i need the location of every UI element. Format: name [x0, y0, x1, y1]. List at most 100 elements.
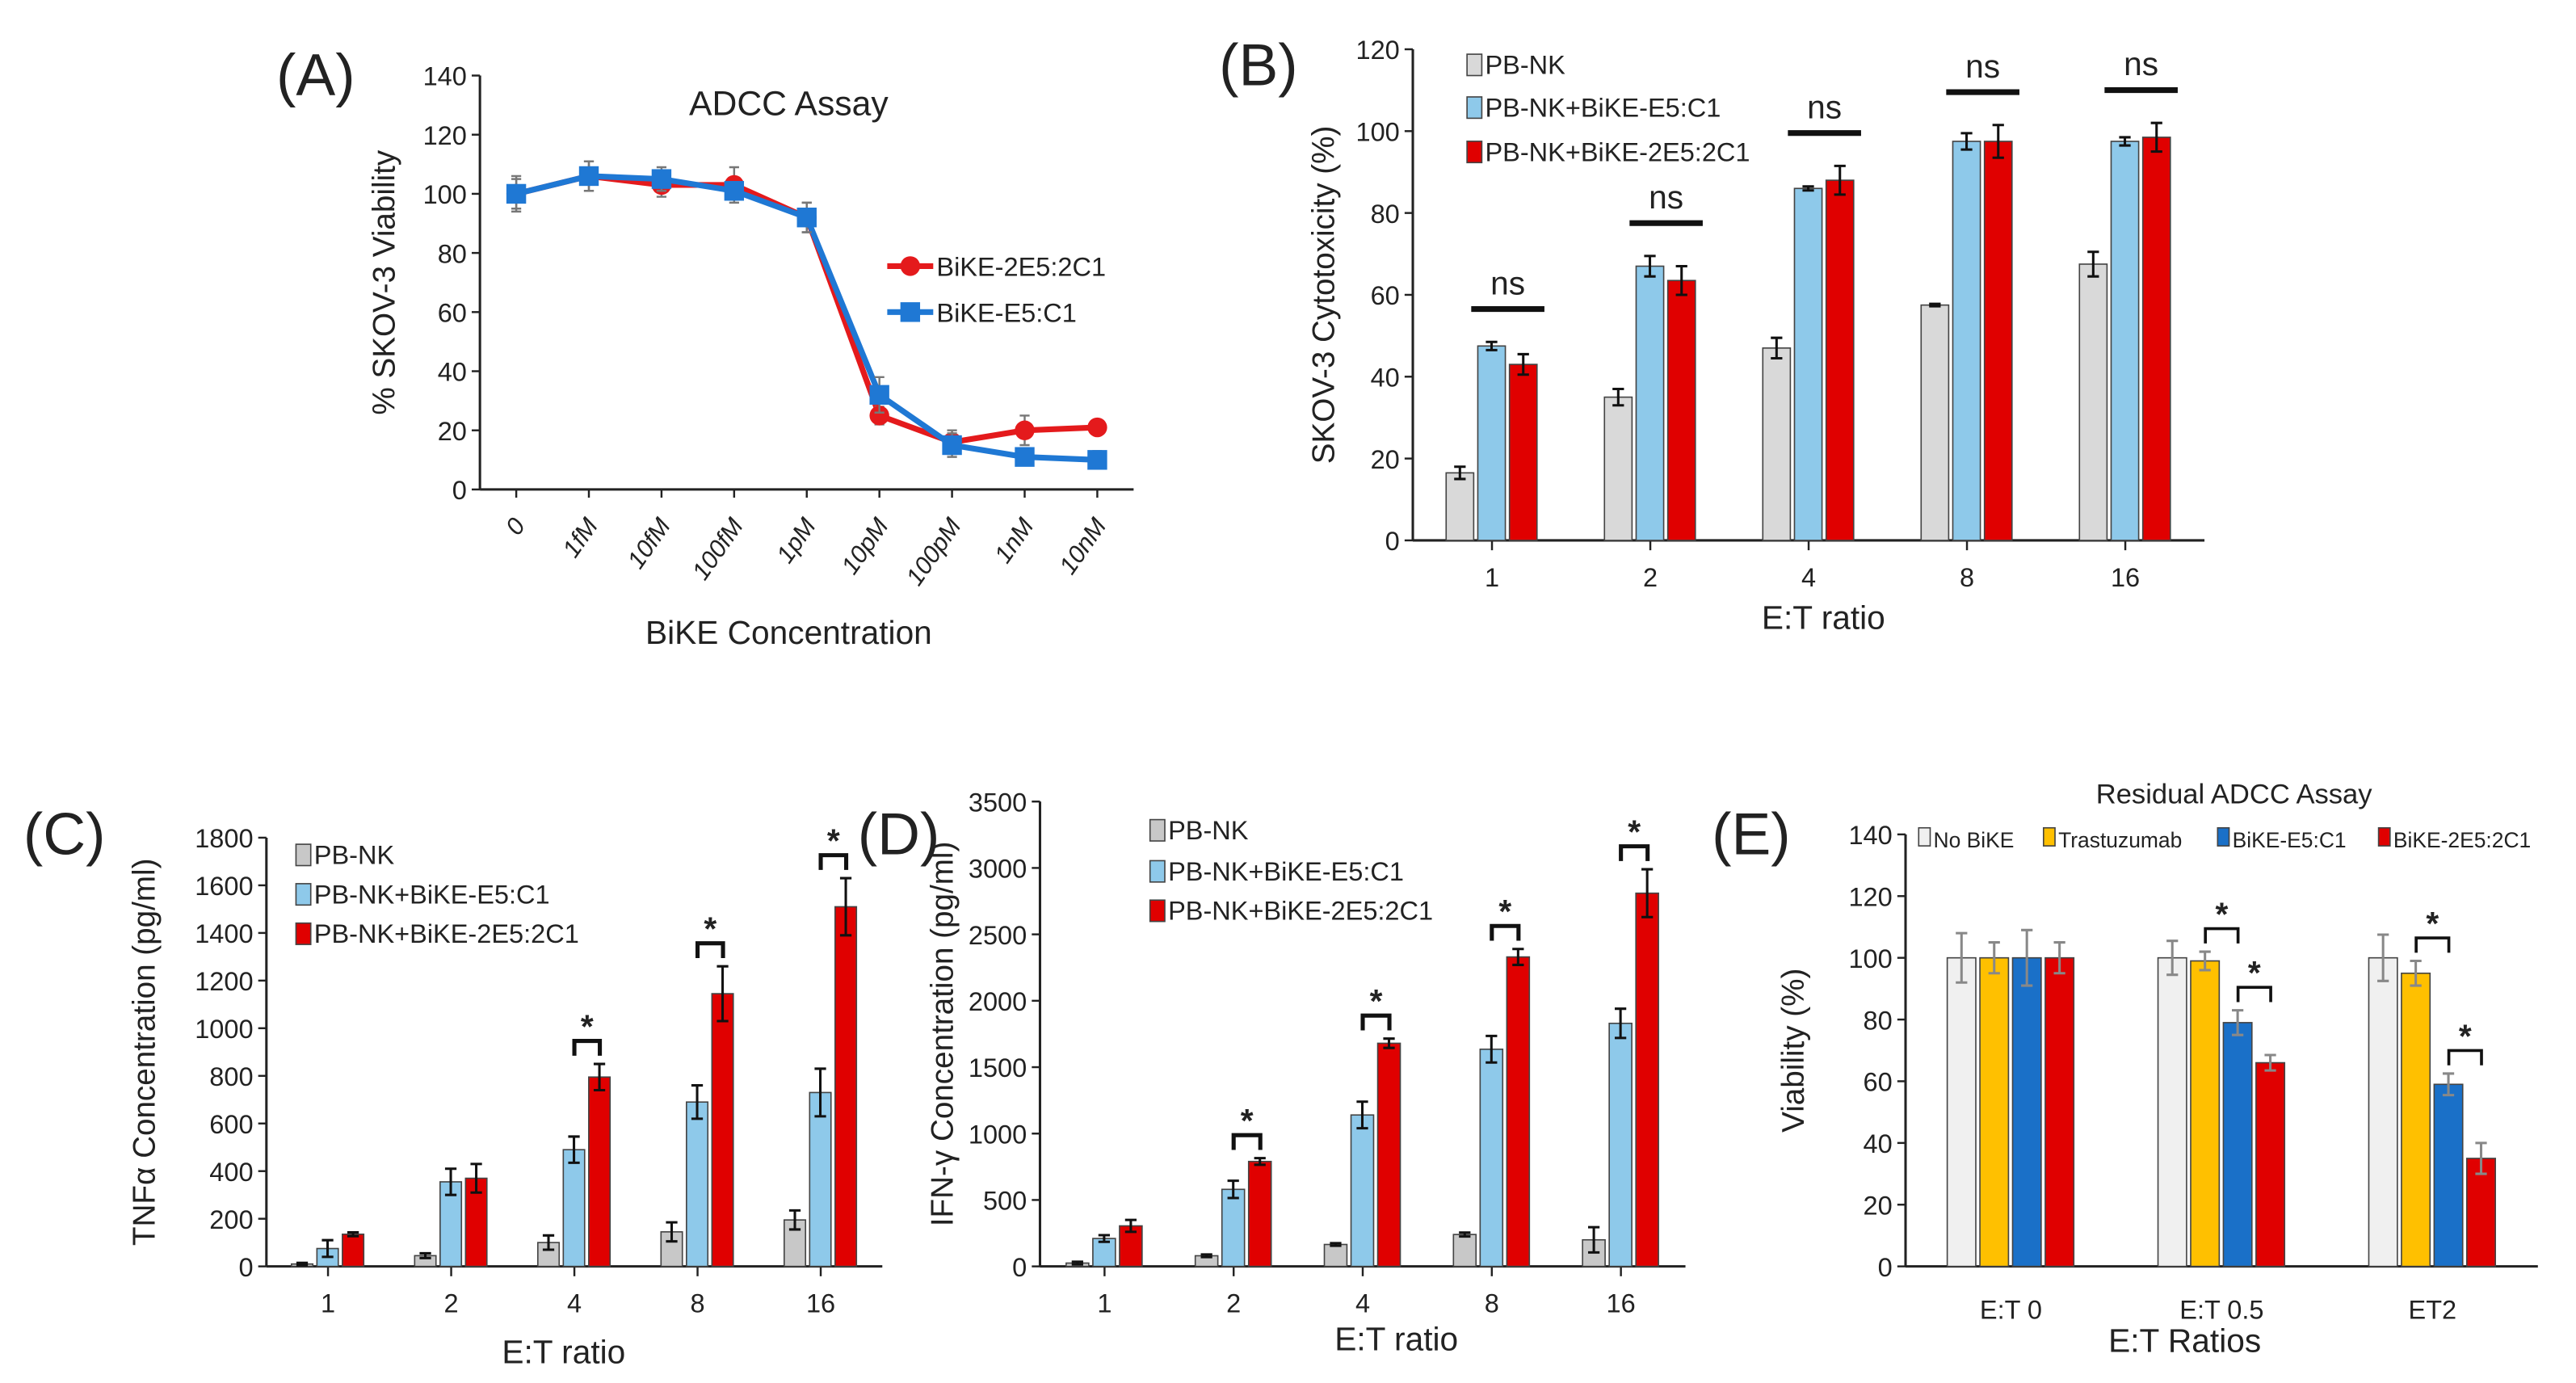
significance-annotation: ns	[2104, 45, 2178, 94]
legend-item: Trastuzumab	[2042, 826, 2182, 852]
error-bar	[1641, 868, 1654, 918]
series-2	[1119, 868, 1659, 1267]
significance-bracket	[1619, 844, 1650, 861]
x-tick-label: 0	[500, 513, 531, 540]
error-bar	[2166, 940, 2179, 977]
legend-marker	[900, 256, 921, 276]
legend-item: PB-NK	[1466, 50, 1565, 79]
legend-swatch	[2377, 826, 2391, 847]
significance-annotation: *	[572, 1008, 603, 1056]
y-axis-label: IFN-γ Concentration (pg/ml)	[926, 842, 960, 1227]
y-tick-label: 120	[1355, 36, 1399, 65]
bar	[1635, 265, 1665, 541]
bar	[1323, 1243, 1348, 1267]
bar	[2110, 141, 2140, 541]
x-tick-label: E:T 0.5	[2179, 1296, 2263, 1325]
y-tick-label: 200	[209, 1205, 253, 1234]
error-bar	[2377, 933, 2389, 982]
y-tick-label: 60	[438, 299, 467, 328]
x-axis-label: E:T Ratios	[2108, 1322, 2261, 1359]
series-1	[1092, 1007, 1633, 1267]
legend-item: PB-NK+BiKE-2E5:2C1	[1149, 897, 1433, 926]
legend-label: Trastuzumab	[2058, 828, 2182, 852]
data-point	[651, 169, 672, 189]
error-bar	[1517, 352, 1529, 376]
y-tick-label: 140	[423, 62, 467, 91]
y-axis-label: SKOV-3 Cytotoxicity (%)	[1306, 126, 1341, 465]
y-tick-label: 400	[209, 1158, 253, 1187]
error-bar	[814, 1067, 826, 1118]
error-bar	[1098, 1234, 1110, 1243]
bar	[1952, 141, 1981, 541]
error-bar	[1330, 1242, 1342, 1247]
legend-item: PB-NK	[295, 840, 394, 869]
legend-item: No BiKE	[1918, 826, 2014, 852]
y-tick-label: 140	[1848, 821, 1892, 850]
significance-annotation: *	[1360, 982, 1392, 1031]
error-bar	[666, 1221, 678, 1243]
x-tick-label: 2	[1643, 563, 1658, 592]
y-tick-label: 1000	[969, 1120, 1027, 1149]
significance-label: *	[2426, 905, 2439, 942]
series-0	[1445, 250, 2108, 541]
series-2	[1508, 121, 2171, 541]
bar	[2433, 1083, 2464, 1267]
bar	[1793, 187, 1823, 541]
y-tick-label: 0	[1878, 1253, 1893, 1282]
y-tick-label: 80	[438, 239, 467, 268]
legend-label: PB-NK	[1168, 816, 1249, 845]
y-tick-label: 500	[983, 1187, 1027, 1216]
x-tick-label: 2	[1226, 1289, 1241, 1318]
error-bar	[716, 965, 729, 1023]
data-point	[869, 406, 889, 426]
legend-item: BiKE-E5:C1	[887, 299, 1077, 328]
significance-bracket	[1360, 1013, 1392, 1031]
bar	[2222, 1022, 2253, 1267]
legend-item: PB-NK+BiKE-2E5:2C1	[295, 919, 579, 948]
data-point	[796, 208, 817, 228]
y-tick-label: 1400	[195, 919, 253, 948]
panel-label: (A)	[276, 42, 355, 108]
significance-label: *	[581, 1008, 594, 1045]
error-bar	[593, 1062, 606, 1091]
bar	[2011, 956, 2042, 1267]
panel-label: (D)	[858, 801, 940, 867]
y-tick-label: 1000	[195, 1015, 253, 1044]
x-tick-label: 8	[1960, 563, 1974, 592]
x-tick-label: 8	[1485, 1289, 1499, 1318]
legend-swatch	[1466, 53, 1483, 77]
bar	[2141, 137, 2171, 541]
panel-label: (C)	[23, 801, 106, 867]
legend-label: BiKE-E5:C1	[936, 299, 1076, 328]
legend-marker	[900, 302, 921, 322]
bar	[2078, 263, 2108, 541]
significance-label: ns	[1807, 88, 1842, 125]
bar	[1603, 396, 1633, 541]
x-tick-label: 1nM	[990, 513, 1040, 569]
panel-e: (E) Residual ADCC Assay 0 20 40 60 80 100 120 140…	[1712, 779, 2538, 1359]
bar	[342, 1234, 365, 1267]
panel-c: (C) 0 200 400 600 800 1000 1200 1400 1600 1800 TNFα…	[23, 801, 883, 1371]
error-bar	[347, 1230, 359, 1238]
significance-label: *	[1241, 1102, 1254, 1139]
x-tick-label: 16	[1607, 1289, 1636, 1318]
x-tick-label: 16	[2111, 563, 2140, 592]
bar	[1477, 345, 1507, 541]
error-bar	[1227, 1179, 1239, 1200]
error-bar	[1929, 302, 1941, 308]
series-1	[1979, 941, 2431, 1267]
x-tick-label: 1	[1097, 1289, 1112, 1318]
significance-label: ns	[1649, 179, 1683, 216]
y-tick-label: 800	[209, 1062, 253, 1091]
significance-annotation: *	[2236, 954, 2272, 1003]
x-tick-label: 4	[1801, 563, 1816, 592]
x-tick-label: 2	[444, 1289, 459, 1318]
bar	[588, 1076, 611, 1267]
legend-swatch	[1149, 818, 1166, 842]
y-tick-label: 0	[452, 476, 467, 505]
error-bar	[2232, 1009, 2244, 1036]
x-tick-label: 100fM	[687, 513, 749, 585]
legend-swatch	[2217, 826, 2230, 847]
legend-swatch	[1149, 860, 1166, 883]
